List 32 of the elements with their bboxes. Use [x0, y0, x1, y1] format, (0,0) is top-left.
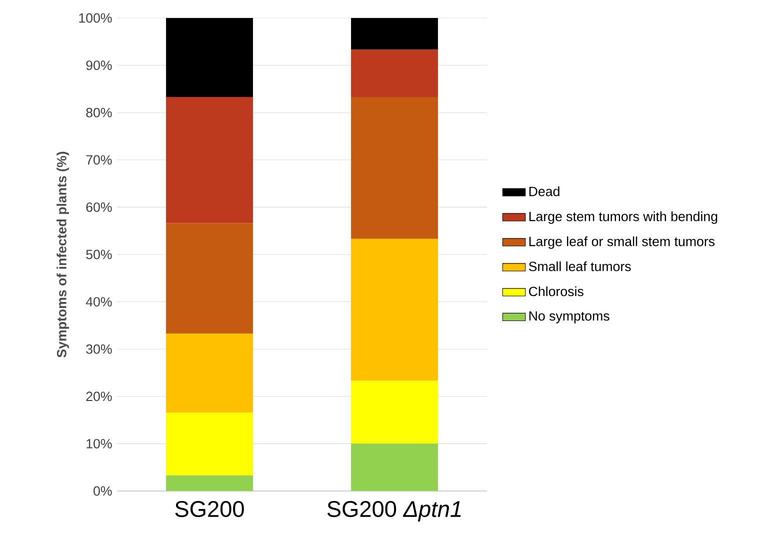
y-tick-label: 100%	[79, 13, 112, 23]
bar	[351, 18, 438, 50]
legend-label: Large leaf or small stem tumors	[529, 236, 715, 249]
legend-label: Chlorosis	[528, 286, 584, 296]
y-tick-label: 0%	[94, 486, 112, 496]
bar	[166, 475, 253, 491]
y-tick-label: 70%	[86, 155, 112, 165]
x-tick-label: SG200	[175, 501, 244, 518]
legend-label: Small leaf tumors	[528, 261, 631, 272]
y-tick-label: 80%	[86, 108, 112, 118]
y-axis-title: Symptoms of infected plants (%)	[56, 152, 70, 358]
bar	[351, 96, 438, 239]
x-tick-label: SG200 Δptn1	[327, 501, 461, 522]
bar	[351, 238, 438, 381]
bar	[351, 380, 438, 444]
legend-label: Dead	[529, 186, 560, 196]
legend-label: Large stem tumors with bending	[529, 211, 718, 224]
y-tick-label: 10%	[86, 438, 112, 448]
bar	[166, 333, 253, 412]
y-tick-label: 90%	[86, 60, 112, 70]
y-tick-label: 60%	[86, 202, 112, 212]
bar	[351, 50, 438, 97]
bar	[351, 444, 438, 491]
y-tick-label: 50%	[86, 250, 112, 260]
y-tick-label: 40%	[86, 297, 112, 307]
bar	[166, 96, 253, 224]
bar	[166, 18, 253, 97]
y-tick-label: 30%	[86, 344, 112, 354]
legend-label: No symptoms	[529, 311, 610, 324]
bar	[166, 223, 253, 334]
bar	[166, 412, 253, 476]
y-tick-label: 20%	[86, 392, 112, 402]
